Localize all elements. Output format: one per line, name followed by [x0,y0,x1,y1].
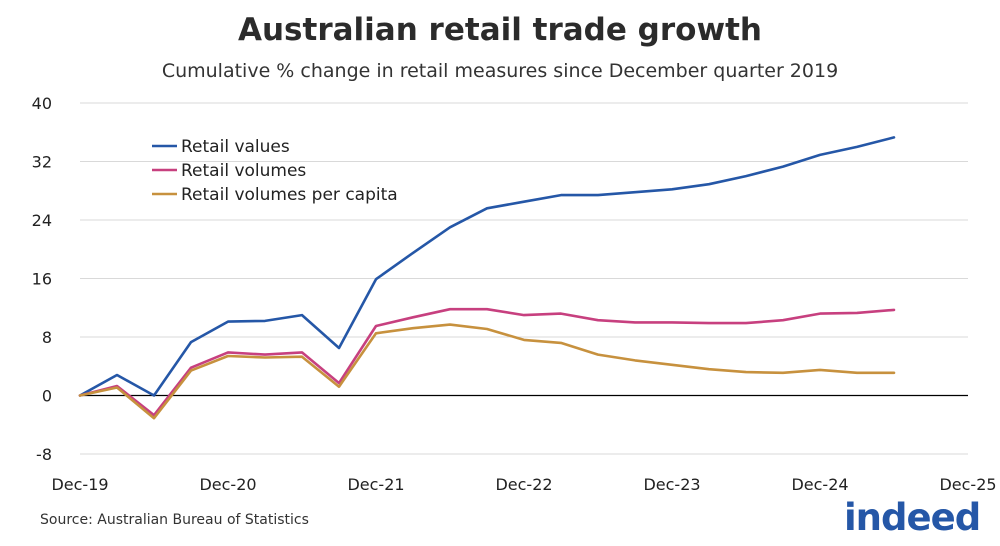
x-tick-label: Dec-25 [939,475,996,494]
y-tick-label: 0 [42,387,52,406]
x-tick-label: Dec-19 [51,475,108,494]
x-tick-label: Dec-20 [199,475,256,494]
source-note: Source: Australian Bureau of Statistics [40,512,309,528]
series-lines [78,136,896,420]
y-tick-label: -8 [36,445,52,464]
y-axis-ticks: 40 32 24 16 8 0 -8 [32,94,52,464]
gridlines [80,102,968,455]
y-tick-label: 24 [32,211,52,230]
series-line-retail-volumes-per-capita [78,323,896,420]
series-line-retail-volumes [78,307,896,417]
indeed-logo: indeed [844,496,981,539]
legend-label: Retail values [181,137,290,157]
x-tick-label: Dec-23 [643,475,700,494]
legend: Retail values Retail volumes Retail volume… [152,137,398,205]
series-line-retail-values [78,136,896,397]
x-tick-label: Dec-24 [791,475,848,494]
x-axis-ticks: Dec-19 Dec-20 Dec-21 Dec-22 Dec-23 Dec-24 Dec-… [51,475,996,494]
y-tick-label: 32 [32,153,52,172]
y-tick-label: 40 [32,94,52,113]
chart-subtitle: Cumulative % change in retail measures s… [161,60,839,82]
legend-label: Retail volumes per capita [181,185,398,205]
y-tick-label: 8 [42,328,52,347]
x-tick-label: Dec-22 [495,475,552,494]
legend-label: Retail volumes [181,161,306,181]
chart-title: Australian retail trade growth [237,12,762,48]
y-tick-label: 16 [32,270,52,289]
x-tick-label: Dec-21 [347,475,404,494]
